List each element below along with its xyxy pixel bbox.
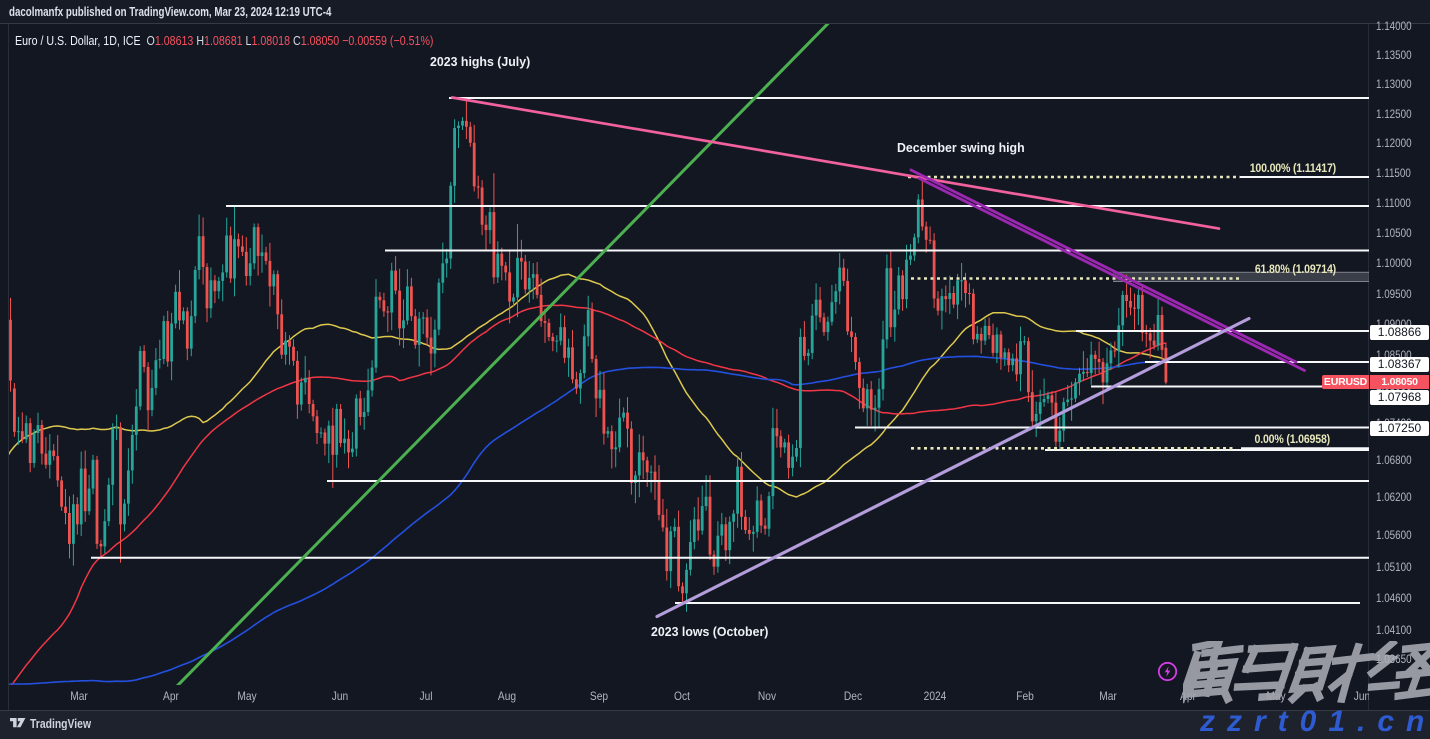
svg-text:TradingView: TradingView — [30, 718, 92, 730]
